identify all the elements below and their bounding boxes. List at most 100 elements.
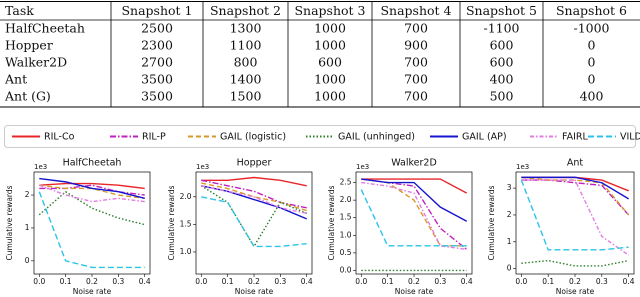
- series-line: [38, 191, 145, 269]
- table-cell: 1300: [230, 21, 262, 36]
- x-tick-label: 0.0: [515, 277, 527, 286]
- table-cell: 600: [490, 38, 514, 53]
- table-cell: 1400: [230, 72, 262, 87]
- legend-label: RIL-P: [142, 132, 166, 143]
- chart-title: Ant: [567, 158, 584, 169]
- series-line: [200, 185, 308, 248]
- table-cell: Ant: [4, 72, 27, 87]
- legend-label: GAIL (AP): [462, 132, 507, 143]
- table-cell: 600: [490, 55, 514, 70]
- x-tick-label: 0.2: [569, 277, 581, 286]
- y-tick-label: 1.0: [180, 247, 192, 256]
- chart-title: Hopper: [237, 158, 272, 169]
- table-cell: 1000: [314, 38, 346, 53]
- x-axis-label: Noise rate: [73, 287, 112, 296]
- chart-title: HalfCheetah: [63, 158, 122, 169]
- table-cell: 1000: [314, 72, 346, 87]
- table-cell: 2700: [141, 55, 173, 70]
- table-header: Snapshot 5: [466, 3, 537, 18]
- y-tick-label: 2.5: [340, 178, 352, 187]
- x-axis-label: Noise rate: [395, 287, 434, 296]
- table-cell: 500: [490, 89, 514, 104]
- series-line: [39, 177, 145, 199]
- x-tick-label: 0.4: [461, 277, 473, 286]
- table-cell: 1000: [314, 89, 346, 104]
- scale-label: 1e3: [196, 163, 209, 171]
- table-cell: 700: [404, 55, 428, 70]
- x-tick-label: 0.4: [139, 277, 151, 286]
- y-axis-label: Cumulative rewards: [5, 185, 14, 260]
- y-tick-label: 0.0: [340, 265, 352, 274]
- table-header: Snapshot 3: [294, 3, 365, 18]
- x-tick-label: 0.1: [382, 277, 394, 286]
- table-cell: Walker2D: [5, 55, 67, 70]
- scale-label: 1e3: [516, 163, 529, 171]
- table-cell: -1000: [573, 21, 609, 36]
- chart-title: Walker2D: [391, 158, 437, 169]
- series-line: [521, 176, 630, 216]
- y-axis-label: Cumulative rewards: [327, 185, 336, 260]
- x-tick-label: 0.3: [274, 277, 286, 286]
- x-tick-label: 0.3: [596, 277, 608, 286]
- table-cell: 800: [234, 55, 258, 70]
- y-tick-label: 1: [25, 223, 30, 232]
- y-tick-label: 0: [507, 264, 512, 273]
- table-header: Snapshot 1: [121, 3, 192, 18]
- x-tick-label: 0.0: [195, 277, 207, 286]
- plot-frame: [33, 171, 151, 275]
- y-tick-label: 2.0: [340, 195, 352, 204]
- legend-label: RIL-Co: [44, 132, 75, 143]
- table-header: Snapshot 4: [380, 3, 451, 18]
- chart: HalfCheetah 1e3 Cumulative rewards Noise ra…: [5, 158, 151, 297]
- table-cell: 1500: [230, 89, 262, 104]
- table-cell: 2500: [141, 21, 173, 36]
- series-line: [361, 181, 467, 251]
- table-cell: 1000: [314, 21, 346, 36]
- series-line: [360, 189, 467, 247]
- x-tick-label: 0.2: [248, 277, 260, 286]
- x-tick-label: 0.1: [542, 277, 554, 286]
- legend-label: VILD: [620, 132, 640, 143]
- table-cell: HalfCheetah: [5, 21, 85, 36]
- legend: RIL-Co RIL-P GAIL (logistic) GAIL (unhinged…: [4, 125, 640, 148]
- series-line: [521, 259, 629, 267]
- y-tick-label: 1: [507, 237, 512, 246]
- x-tick-label: 0.1: [222, 277, 234, 286]
- series-line: [201, 176, 307, 187]
- y-axis-label: Cumulative rewards: [167, 185, 176, 260]
- table-cell: 3500: [141, 89, 173, 104]
- series-line: [361, 178, 468, 194]
- legend-label: FAIRL: [562, 132, 588, 143]
- series-line: [361, 178, 468, 222]
- series-line: [39, 182, 145, 190]
- x-tick-label: 0.2: [408, 277, 420, 286]
- plot-frame: [515, 171, 635, 275]
- x-axis-label: Noise rate: [235, 287, 274, 296]
- table-cell: 2300: [141, 38, 173, 53]
- scale-label: 1e3: [356, 163, 369, 171]
- x-tick-label: 0.2: [86, 277, 98, 286]
- table-cell: 900: [404, 38, 428, 53]
- x-tick-label: 0.3: [434, 277, 446, 286]
- table-cell: 0: [588, 72, 596, 87]
- y-tick-label: 1.0: [340, 230, 352, 239]
- chart: Hopper 1e3 Cumulative rewards Noise rate 1.0…: [167, 158, 313, 297]
- y-tick-label: 2: [25, 190, 30, 199]
- series-line: [520, 179, 629, 251]
- chart: Ant 1e3 Cumulative rewards Noise rate 0 1 2 3 0.…: [487, 158, 635, 297]
- series-line: [361, 178, 468, 250]
- table-cell: 700: [404, 72, 428, 87]
- table-cell: 400: [490, 72, 514, 87]
- x-tick-label: 0.1: [60, 277, 72, 286]
- legend-label: GAIL (logistic): [220, 132, 286, 143]
- table-cell: 1100: [230, 38, 262, 53]
- legend-label: GAIL (unhinged): [338, 132, 415, 143]
- x-tick-label: 0.0: [355, 277, 367, 286]
- series-line: [521, 179, 630, 216]
- table-cell: Hopper: [5, 38, 53, 53]
- series-line: [521, 176, 630, 200]
- series-line: [201, 185, 307, 215]
- series-line: [201, 182, 307, 212]
